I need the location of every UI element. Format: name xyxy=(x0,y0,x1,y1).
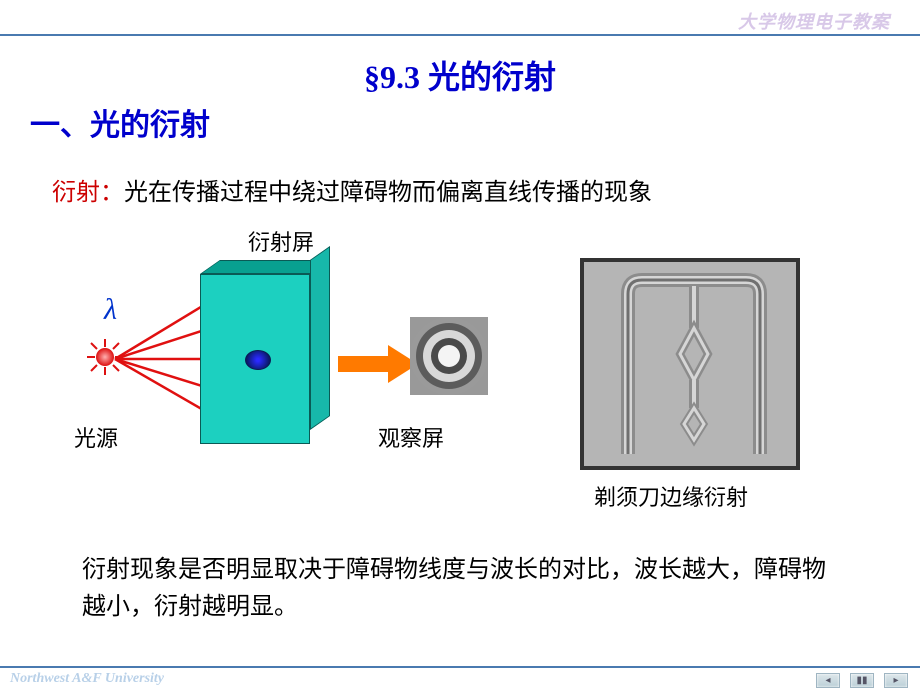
page-title: §9.3 光的衍射 xyxy=(0,52,920,98)
bottom-paragraph: 衍射现象是否明显取决于障碍物线度与波长的对比，波长越大，障碍物越小，衍射越明显。 xyxy=(82,552,838,626)
sun-core xyxy=(96,348,114,366)
diffraction-screen-3d xyxy=(200,260,340,450)
aperture-hole xyxy=(245,350,271,370)
razor-diffraction-image xyxy=(580,258,800,470)
nav-pause-button[interactable]: ▮▮ xyxy=(850,673,874,688)
propagation-arrow-icon xyxy=(338,345,418,385)
definition-line: 衍射：光在传播过程中绕过障碍物而偏离直线传播的现象 xyxy=(52,172,652,207)
razor-caption: 剃须刀边缘衍射 xyxy=(594,480,748,512)
horizontal-rule-top xyxy=(0,34,920,36)
section-heading: 一、光的衍射 xyxy=(30,100,210,144)
screen-side-face xyxy=(310,246,330,430)
header-logo: 大学物理电子教案 xyxy=(738,8,890,34)
diffraction-diagram: 衍射屏 λ 光源 xyxy=(50,225,570,505)
definition-body: 光在传播过程中绕过障碍物而偏离直线传播的现象 xyxy=(124,180,652,206)
definition-keyword: 衍射： xyxy=(52,180,124,206)
footer-university: Northwest A&F University xyxy=(10,671,164,687)
source-label: 光源 xyxy=(74,421,118,453)
nav-next-button[interactable]: ▸ xyxy=(884,673,908,688)
nav-prev-button[interactable]: ◂ xyxy=(816,673,840,688)
observation-pattern xyxy=(410,317,488,395)
diffscreen-label: 衍射屏 xyxy=(248,225,314,257)
horizontal-rule-bottom xyxy=(0,666,920,668)
observation-screen-label: 观察屏 xyxy=(378,421,444,453)
light-source-icon xyxy=(88,340,122,374)
nav-button-group: ◂ ▮▮ ▸ xyxy=(816,673,908,688)
